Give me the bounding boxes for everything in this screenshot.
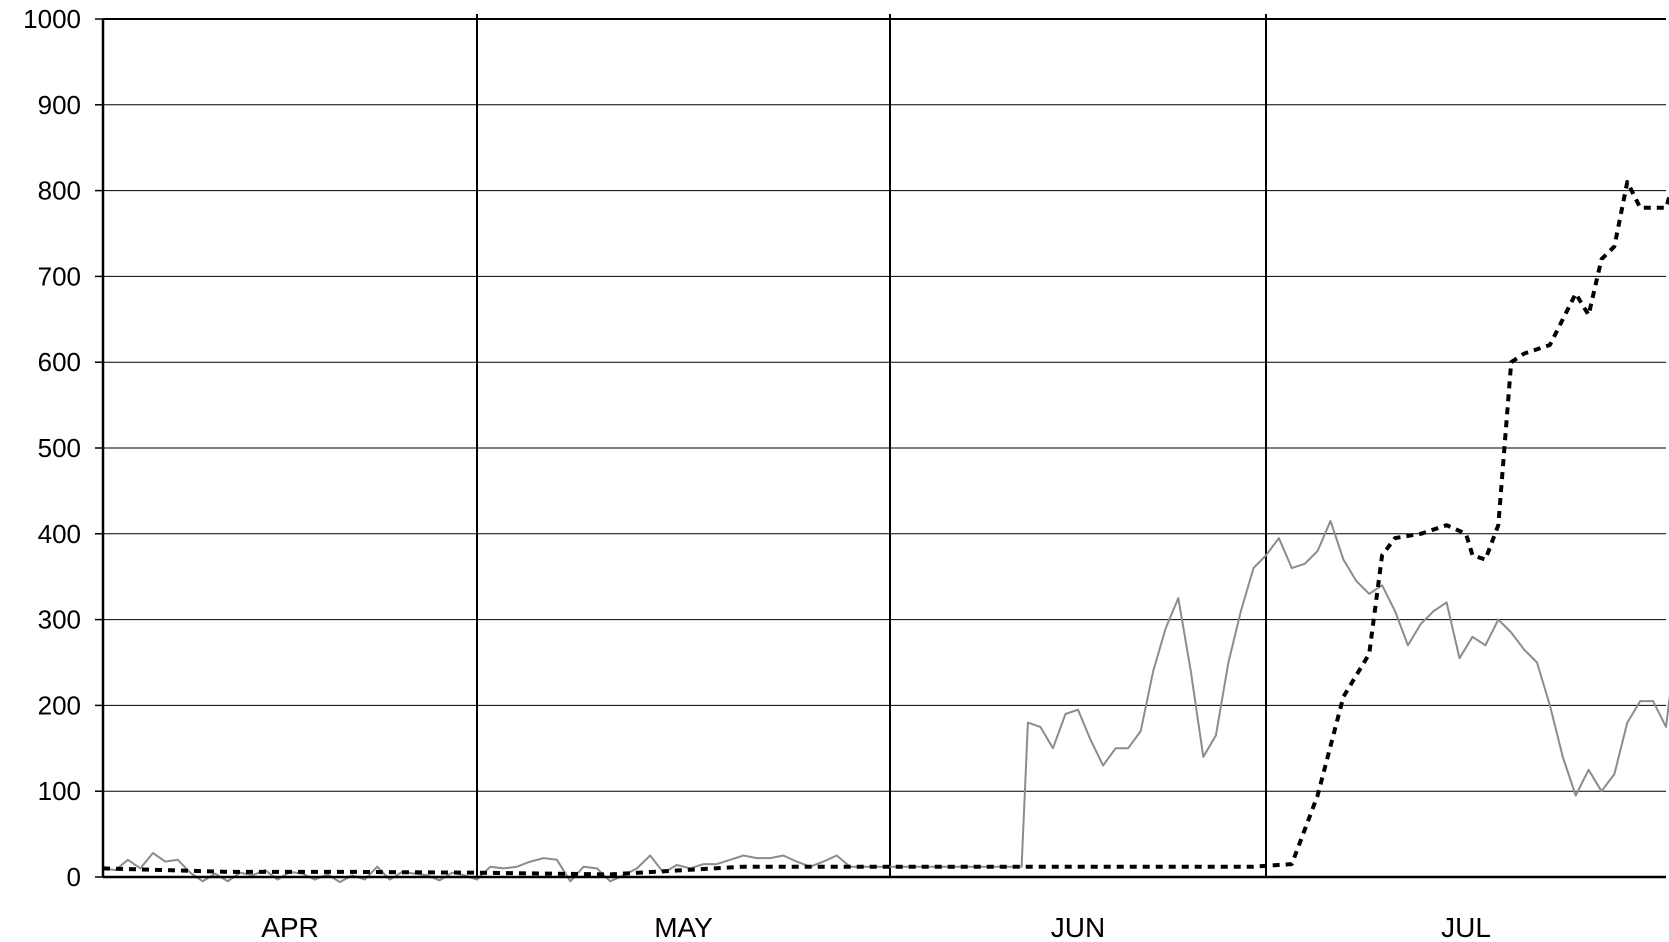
month-label-may: MAY (654, 912, 713, 942)
y-tick-label-500: 500 (38, 433, 81, 463)
y-tick-label-400: 400 (38, 519, 81, 549)
month-label-apr: APR (261, 912, 319, 942)
month-divider-lines (476, 14, 1267, 877)
y-tick-label-900: 900 (38, 90, 81, 120)
y-tick-label-0: 0 (67, 862, 81, 892)
y-tick-label-700: 700 (38, 261, 81, 291)
y-tick-label-200: 200 (38, 690, 81, 720)
y-tick-label-800: 800 (38, 176, 81, 206)
month-label-jun: JUN (1051, 912, 1105, 942)
y-tick-label-1000: 1000 (23, 4, 81, 34)
y-tick-label-300: 300 (38, 605, 81, 635)
y-tick-label-600: 600 (38, 347, 81, 377)
y-tick-label-100: 100 (38, 776, 81, 806)
gridlines (95, 18, 1666, 878)
series-line-1 (102, 519, 1669, 884)
y-axis-tick-labels: 0 100 200 300 400 500 600 700 800 900 1000 (23, 4, 81, 892)
series-line-2 (102, 180, 1669, 877)
x-axis-month-labels: APR MAY JUN JUL (261, 912, 1491, 942)
series-lines (102, 180, 1669, 884)
axes (101, 18, 1666, 879)
month-label-jul: JUL (1441, 912, 1491, 942)
